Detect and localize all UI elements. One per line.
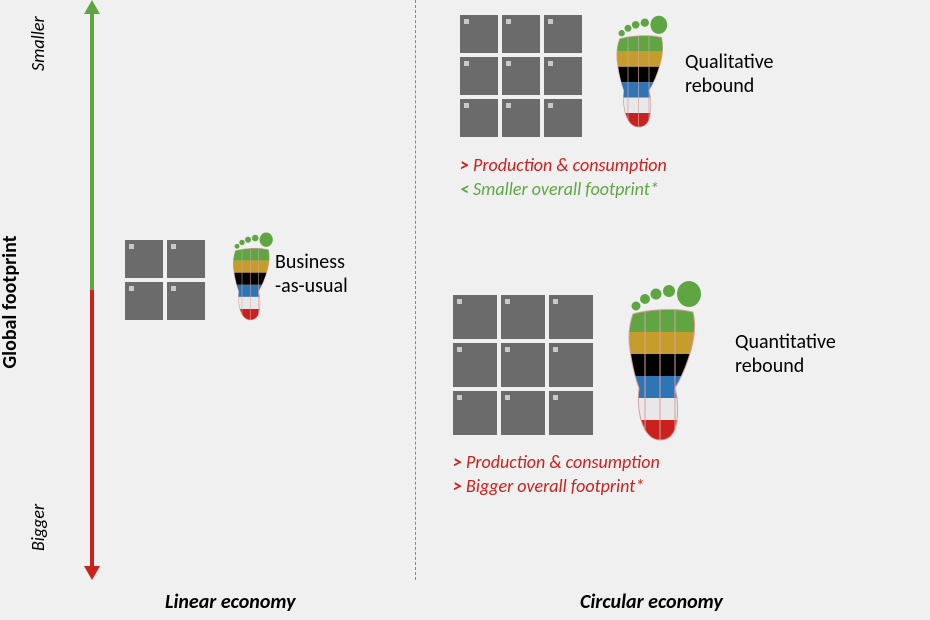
qualitative-label: Qualitative rebound bbox=[685, 50, 774, 98]
box-icon bbox=[167, 240, 205, 278]
box-icon bbox=[460, 57, 498, 95]
quantitative-footprint-icon bbox=[605, 280, 715, 450]
x-axis-left-label: Linear economy bbox=[165, 590, 296, 614]
box-icon bbox=[502, 57, 540, 95]
box-icon bbox=[125, 282, 163, 320]
x-axis-right-label: Circular economy bbox=[580, 590, 723, 614]
box-icon bbox=[453, 295, 497, 339]
bau-box-grid bbox=[125, 240, 205, 320]
qualitative-box-grid bbox=[460, 15, 582, 137]
vertical-divider bbox=[415, 0, 416, 580]
y-axis-main-label: Global footprint bbox=[0, 235, 22, 368]
box-icon bbox=[502, 99, 540, 137]
box-icon bbox=[549, 343, 593, 387]
box-icon bbox=[544, 99, 582, 137]
box-icon bbox=[167, 282, 205, 320]
y-axis: Smaller Global footprint Bigger bbox=[0, 0, 110, 580]
quantitative-annotations: > Production & consumption> Bigger overa… bbox=[453, 450, 660, 499]
quantitative-label: Quantitative rebound bbox=[735, 330, 836, 378]
box-icon bbox=[502, 15, 540, 53]
box-icon bbox=[125, 240, 163, 278]
arrow-up-icon bbox=[88, 0, 96, 290]
box-icon bbox=[501, 343, 545, 387]
box-icon bbox=[501, 391, 545, 435]
arrow-down-icon bbox=[88, 290, 96, 580]
bau-footprint-icon bbox=[220, 232, 281, 328]
box-icon bbox=[544, 15, 582, 53]
bau-label: Business -as-usual bbox=[275, 250, 348, 298]
quantitative-box-grid bbox=[453, 295, 593, 435]
y-axis-bottom-label: Bigger bbox=[27, 504, 49, 551]
box-icon bbox=[549, 391, 593, 435]
qualitative-annotations: > Production & consumption< Smaller over… bbox=[460, 153, 667, 202]
box-icon bbox=[453, 391, 497, 435]
box-icon bbox=[460, 99, 498, 137]
box-icon bbox=[544, 57, 582, 95]
box-icon bbox=[549, 295, 593, 339]
y-axis-top-label: Smaller bbox=[27, 16, 49, 71]
qualitative-footprint-icon bbox=[600, 15, 677, 136]
box-icon bbox=[460, 15, 498, 53]
box-icon bbox=[501, 295, 545, 339]
box-icon bbox=[453, 343, 497, 387]
